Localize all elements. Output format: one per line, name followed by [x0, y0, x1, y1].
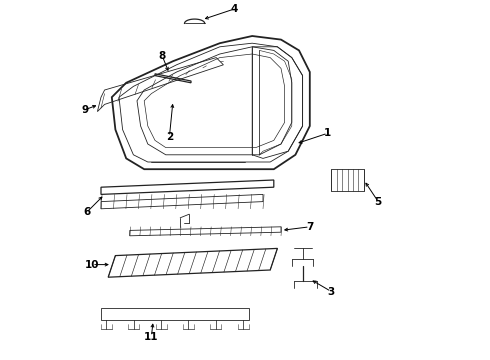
Text: 3: 3 — [328, 287, 335, 297]
Text: 2: 2 — [166, 132, 173, 142]
Text: 9: 9 — [81, 105, 88, 115]
Text: 7: 7 — [306, 222, 314, 232]
Text: 10: 10 — [85, 260, 99, 270]
Text: 8: 8 — [159, 51, 166, 61]
Text: 1: 1 — [324, 128, 331, 138]
Text: 11: 11 — [144, 332, 159, 342]
Text: 6: 6 — [83, 207, 90, 217]
Text: 5: 5 — [374, 197, 382, 207]
Text: 4: 4 — [230, 4, 238, 14]
